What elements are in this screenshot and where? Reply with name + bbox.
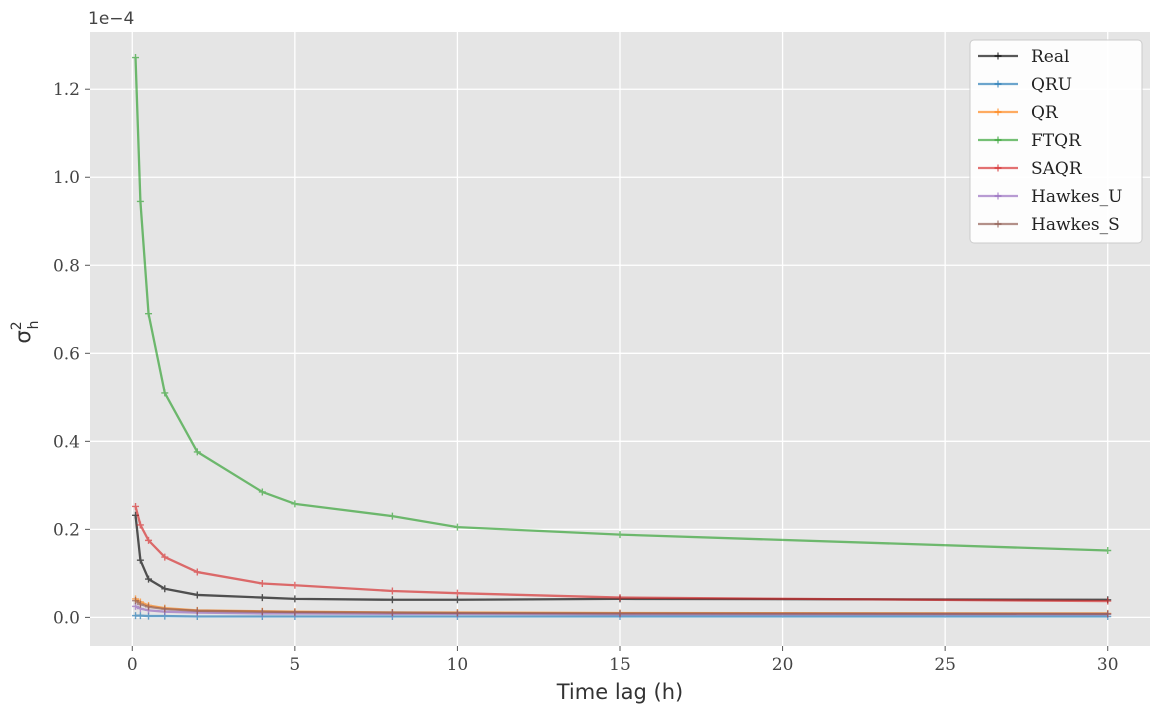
data-point-real: [388, 596, 396, 604]
y-axis-label-base: σ: [11, 330, 35, 343]
legend-entry-hawkes-u: Hawkes_U: [978, 187, 1122, 207]
y-axis-ticks: 0.0 0.2 0.4 0.6 0.8 1.0 1.2: [53, 80, 90, 628]
data-point-saqr: [136, 521, 144, 529]
y-axis-label-sub: h: [26, 320, 42, 329]
data-point-hawkes-s: [1104, 610, 1112, 618]
data-point-real: [258, 594, 266, 602]
data-point-saqr: [616, 594, 624, 602]
legend-marker-qr: [994, 108, 1002, 116]
data-point-hawkes-s: [453, 609, 461, 617]
legend-label-hawkes-u: Hawkes_U: [1031, 187, 1122, 207]
series-hawkes-s: [132, 597, 1112, 618]
x-tick-label: 0: [127, 655, 138, 675]
legend-entry-real: Real: [978, 47, 1069, 67]
data-point-ftqr: [453, 523, 461, 531]
y-offset-label: 1e−4: [88, 9, 134, 29]
legend-label-ftqr: FTQR: [1031, 131, 1082, 151]
legend-marker-qru: [994, 80, 1002, 88]
series-layer: [132, 54, 1112, 621]
legend-entry-saqr: SAQR: [978, 159, 1083, 179]
data-point-saqr: [161, 553, 169, 561]
data-point-saqr: [291, 581, 299, 589]
data-point-real: [291, 595, 299, 603]
y-tick-label: 1.0: [53, 168, 80, 188]
x-tick-label: 5: [289, 655, 300, 675]
legend-label-hawkes-s: Hawkes_S: [1031, 215, 1120, 235]
x-axis-ticks: 0 5 10 15 20 25 30: [127, 646, 1119, 675]
legend-entry-qru: QRU: [978, 75, 1072, 95]
data-point-saqr: [388, 587, 396, 595]
data-point-hawkes-s: [193, 607, 201, 615]
legend-label-real: Real: [1031, 47, 1069, 67]
data-point-qru: [136, 612, 144, 620]
data-point-ftqr: [1104, 546, 1112, 554]
series-ftqr: [132, 54, 1112, 554]
x-axis-label: Time lag (h): [556, 680, 683, 704]
data-point-hawkes-s: [388, 609, 396, 617]
data-point-hawkes-s: [616, 609, 624, 617]
y-axis-label-sup: 2: [9, 321, 25, 330]
data-point-ftqr: [388, 512, 396, 520]
legend-label-saqr: SAQR: [1031, 159, 1083, 179]
legend: Real QRU QR FTQR SAQR Hawkes_U Hawkes_S: [969, 39, 1143, 244]
data-point-real: [161, 585, 169, 593]
y-tick-label: 0.4: [53, 432, 80, 452]
series-saqr: [132, 502, 1112, 605]
y-tick-label: 0.8: [53, 256, 80, 276]
data-point-saqr: [1104, 597, 1112, 605]
legend-entry-ftqr: FTQR: [978, 131, 1082, 151]
data-point-saqr: [193, 568, 201, 576]
x-tick-label: 25: [934, 655, 956, 675]
data-point-real: [193, 591, 201, 599]
data-point-ftqr: [193, 448, 201, 456]
data-point-hawkes-s: [291, 608, 299, 616]
legend-box: [969, 39, 1143, 244]
data-point-real: [453, 596, 461, 604]
y-tick-label: 1.2: [53, 80, 80, 100]
data-point-hawkes-s: [145, 603, 153, 611]
data-point-saqr: [453, 589, 461, 597]
x-tick-label: 10: [447, 655, 469, 675]
data-point-ftqr: [145, 310, 153, 318]
data-point-hawkes-s: [132, 597, 140, 605]
y-axis-label: σ2h: [9, 320, 42, 343]
data-point-saqr: [258, 580, 266, 587]
data-point-saqr: [132, 502, 140, 510]
data-point-ftqr: [161, 389, 169, 397]
y-tick-label: 0.6: [53, 344, 80, 364]
x-tick-label: 30: [1097, 655, 1119, 675]
legend-entry-hawkes-s: Hawkes_S: [978, 215, 1120, 235]
data-point-real: [145, 575, 153, 583]
data-point-ftqr: [616, 531, 624, 539]
legend-marker-ftqr: [994, 136, 1002, 144]
legend-label-qr: QR: [1031, 103, 1059, 123]
legend-marker-saqr: [994, 164, 1002, 172]
y-tick-label: 0.0: [53, 608, 80, 628]
y-tick-label: 0.2: [53, 520, 80, 540]
series-real: [132, 511, 1112, 604]
legend-marker-real: [994, 52, 1002, 60]
data-point-hawkes-s: [258, 608, 266, 616]
data-point-hawkes-s: [136, 600, 144, 608]
data-point-real: [136, 556, 144, 564]
x-tick-label: 15: [609, 655, 631, 675]
data-point-ftqr: [136, 197, 144, 205]
legend-marker-hawkes-s: [994, 220, 1002, 228]
legend-marker-hawkes-u: [994, 192, 1002, 200]
data-point-ftqr: [258, 488, 266, 496]
x-tick-label: 20: [772, 655, 794, 675]
legend-entry-qr: QR: [978, 103, 1059, 123]
data-point-ftqr: [132, 54, 140, 62]
data-point-hawkes-s: [161, 605, 169, 613]
data-point-ftqr: [291, 500, 299, 508]
legend-label-qru: QRU: [1031, 75, 1072, 95]
data-point-saqr: [145, 536, 153, 544]
